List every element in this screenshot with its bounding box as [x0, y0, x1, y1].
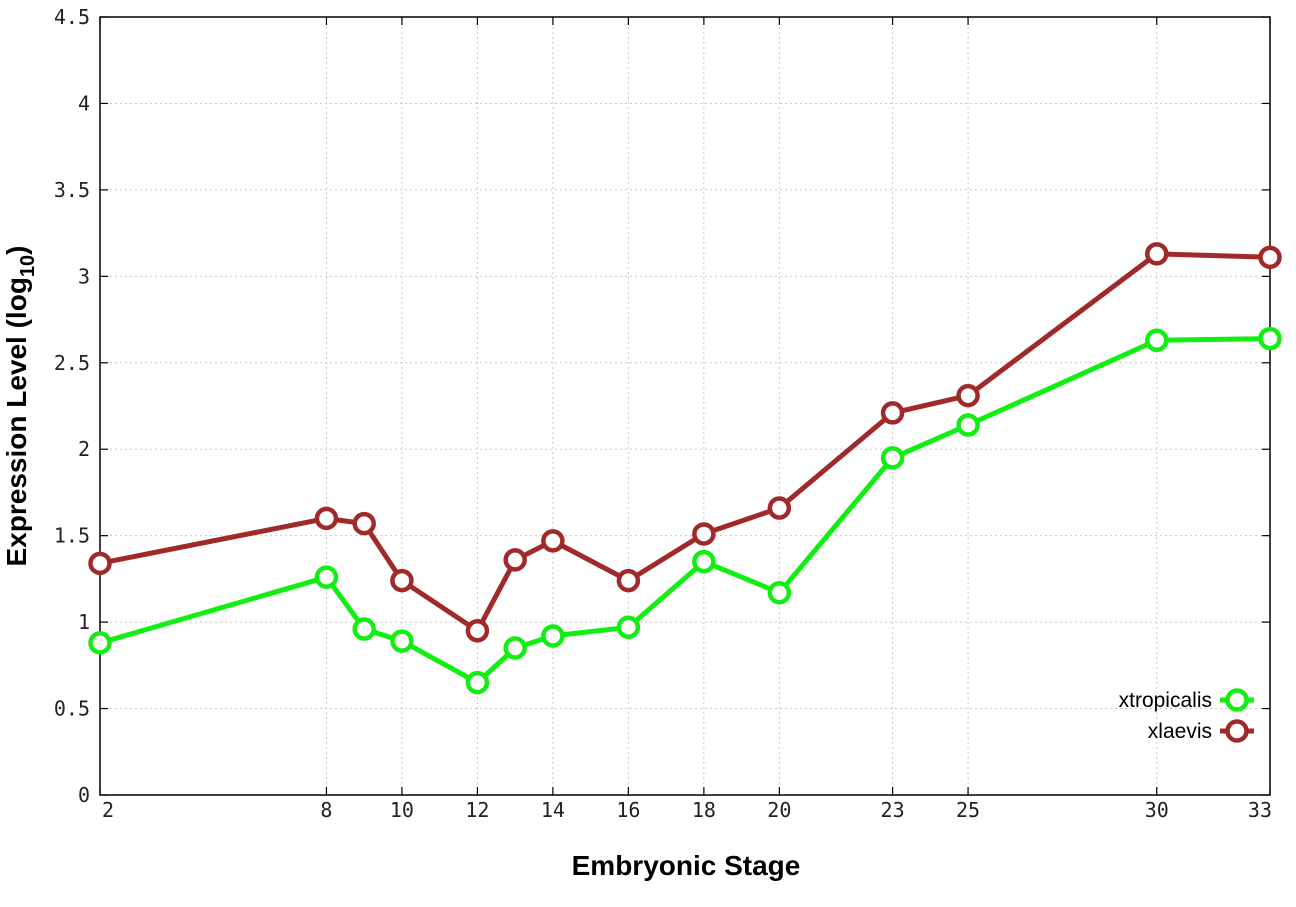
data-point	[1258, 245, 1282, 270]
y-tick-label: 3.5	[54, 178, 90, 202]
x-tick-label: 30	[1145, 798, 1169, 822]
y-tick-label: 2	[78, 437, 90, 461]
data-point	[465, 619, 490, 643]
data-point	[616, 568, 641, 593]
data-point	[880, 401, 905, 425]
x-tick-label: 2	[102, 798, 114, 822]
y-tick-label: 4.5	[54, 5, 90, 29]
data-point	[541, 624, 565, 648]
x-tick-label: 14	[541, 798, 565, 822]
y-tick-label: 3	[78, 264, 90, 288]
y-tick-label: 0	[78, 783, 90, 807]
series-xlaevis	[88, 242, 1282, 643]
legend-label: xtropicalis	[1119, 689, 1212, 712]
series-line	[99, 336, 1271, 686]
x-tick-label: 10	[390, 798, 414, 822]
data-point	[767, 580, 792, 605]
data-point	[1258, 326, 1282, 351]
data-point	[390, 629, 414, 653]
data-point	[692, 549, 716, 574]
series-line	[99, 251, 1271, 634]
series-xtropicalis	[88, 326, 1282, 695]
x-tick-label: 8	[320, 798, 332, 822]
y-axis-title: Expression Level (log10)	[1, 246, 39, 567]
legend-swatch-marker	[1225, 719, 1249, 743]
x-tick-label: 18	[692, 798, 716, 822]
data-point	[692, 522, 716, 546]
y-axis-title-subscript: 10	[17, 255, 39, 277]
data-point	[1145, 242, 1169, 266]
data-point	[616, 615, 641, 640]
x-tick-label: 23	[881, 798, 905, 822]
y-axis-title-main: Expression Level (log	[1, 277, 32, 566]
data-point	[314, 565, 339, 589]
legend-item-xlaevis: xlaevis	[1148, 719, 1254, 743]
data-point	[541, 529, 565, 553]
data-point	[1145, 328, 1169, 353]
data-point	[956, 413, 980, 437]
data-point	[390, 568, 414, 593]
x-tick-label: 20	[767, 798, 791, 822]
data-point	[767, 496, 792, 520]
data-point	[503, 636, 527, 660]
series-group	[88, 242, 1282, 695]
data-point	[88, 551, 112, 576]
legend-item-xtropicalis: xtropicalis	[1119, 688, 1254, 712]
legend-swatch-marker	[1225, 688, 1249, 712]
data-point	[352, 511, 376, 536]
y-tick-label: 2.5	[54, 351, 90, 375]
data-point	[352, 617, 376, 641]
data-point	[880, 446, 905, 470]
data-point	[956, 383, 980, 408]
legend-label: xlaevis	[1148, 720, 1212, 743]
legend: xtropicalis xlaevis	[1119, 688, 1254, 743]
y-axis-title-close: )	[1, 246, 32, 255]
y-tick-label: 1.5	[54, 524, 90, 548]
y-tick-label: 4	[78, 91, 90, 115]
data-point	[88, 631, 112, 655]
data-point	[503, 548, 527, 572]
grid	[100, 17, 1270, 795]
y-tick-label: 1	[78, 610, 90, 634]
x-tick-label: 25	[956, 798, 980, 822]
x-tick-label: 12	[465, 798, 489, 822]
axis-ticks: 0 0.5 1 1.5 2 2.5 3 3.5 4 4.5 2 8 10 12 14 16 18 20 23 25 30…	[54, 5, 1272, 822]
x-tick-label: 33	[1248, 798, 1272, 822]
data-point	[465, 670, 490, 695]
plot-frame	[99, 16, 1271, 796]
x-axis-title: Embryonic Stage	[572, 850, 801, 881]
y-tick-label: 0.5	[54, 697, 90, 721]
data-point	[314, 506, 339, 531]
x-tick-label: 16	[616, 798, 640, 822]
